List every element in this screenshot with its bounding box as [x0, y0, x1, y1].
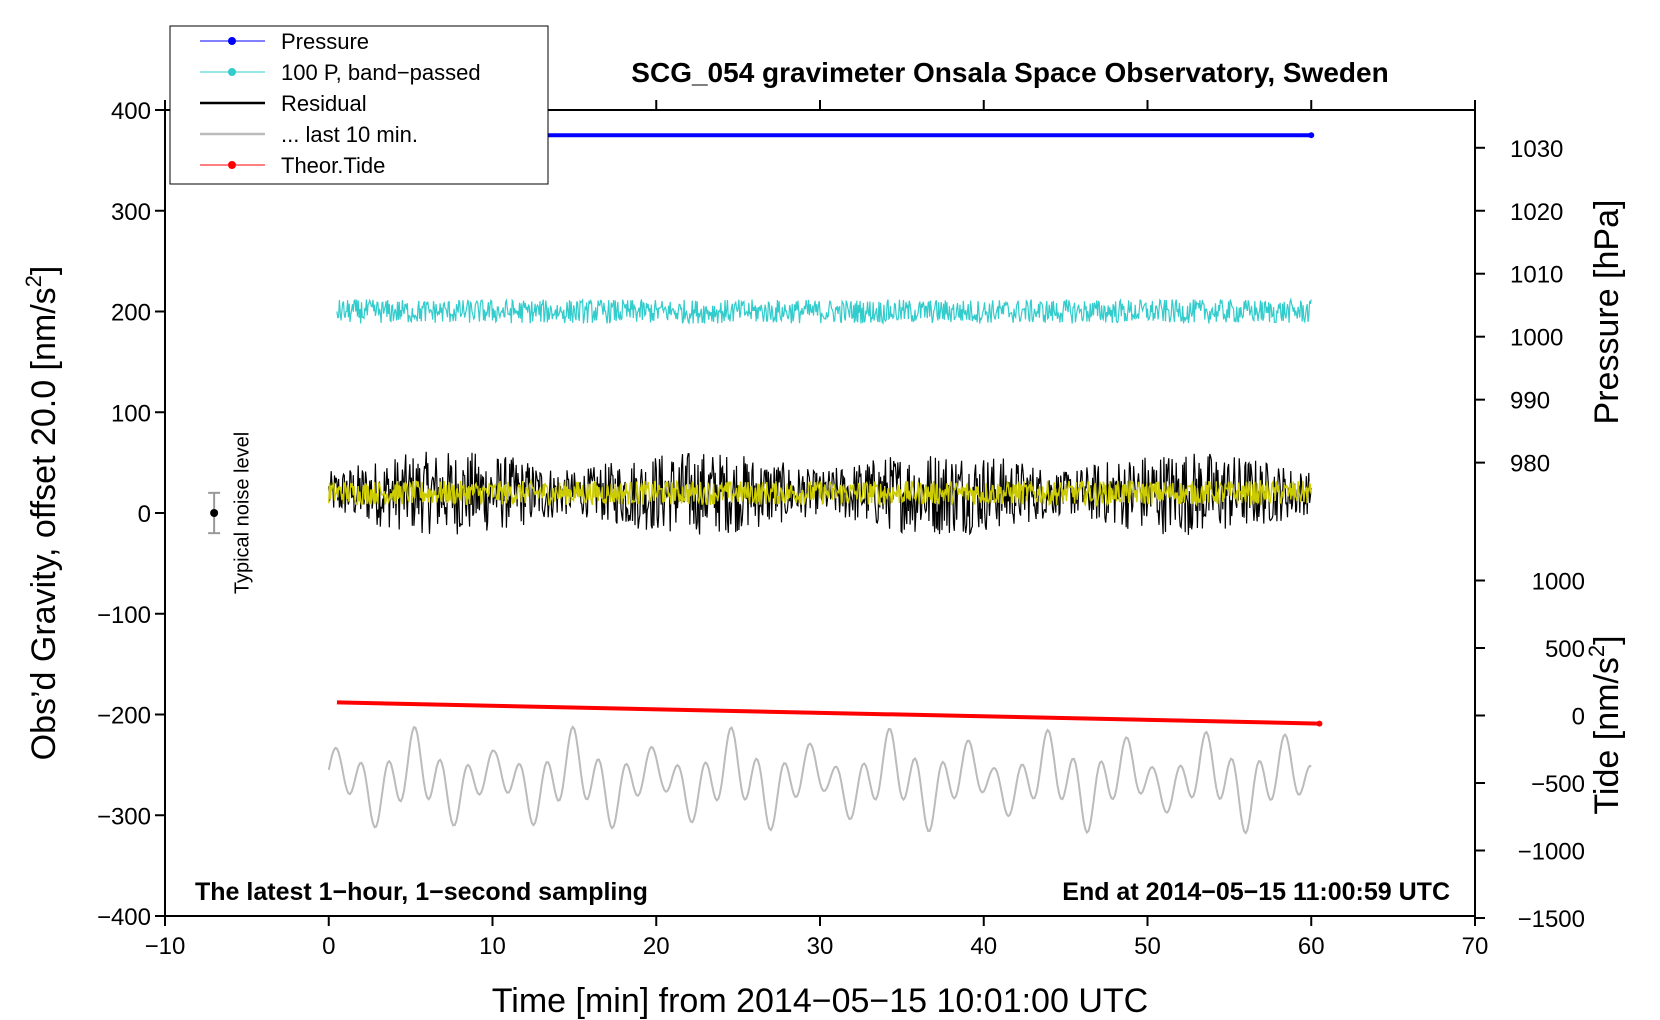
y-tick-label-left: −400	[97, 904, 151, 931]
y-axis-title-tide-main: Tide [nm/s	[1588, 657, 1626, 814]
legend: Pressure 100 P, band−passed Residual ... la…	[169, 25, 549, 185]
annotation-sampling: The latest 1−hour, 1−second sampling	[195, 878, 648, 906]
y-tick-label-left: 200	[111, 300, 151, 327]
y-tick-label-tide: −1500	[1518, 906, 1585, 933]
x-tick-label: −10	[145, 933, 186, 960]
y-tick-label-left: 0	[138, 501, 151, 528]
x-tick-label: 30	[807, 933, 834, 960]
x-tick-label: 40	[970, 933, 997, 960]
chart-title: SCG_054 gravimeter Onsala Space Observat…	[631, 57, 1388, 88]
series-filtered-line	[328, 478, 1312, 508]
plot-series	[327, 132, 1323, 835]
series-last10-line	[327, 725, 1312, 835]
x-tick-label: 0	[322, 933, 335, 960]
legend-label-last10: ... last 10 min.	[281, 122, 418, 147]
y-axis-title-pressure: Pressure [hPa]	[1588, 200, 1626, 425]
y-tick-label-pressure: 1010	[1510, 262, 1563, 289]
y-tick-label-pressure: 1000	[1510, 325, 1563, 352]
noise-level-indicator: Typical noise level	[208, 432, 254, 594]
y-axis-title-tide-end: ]	[1588, 635, 1626, 644]
legend-label-tide: Theor.Tide	[281, 153, 385, 178]
noise-point	[210, 509, 219, 517]
axes: −10 0 10 20 30 40 50 60 704003002001000−100−200−…	[97, 98, 1585, 960]
y-tick-label-left: −200	[97, 703, 151, 730]
x-axis-title: Time [min] from 2014−05−15 10:01:00 UTC	[492, 982, 1148, 1020]
plot-frame	[164, 109, 1476, 917]
y-tick-label-tide: 1000	[1532, 569, 1585, 596]
y-tick-label-tide: 500	[1545, 636, 1585, 663]
y-tick-label-left: −300	[97, 803, 151, 830]
series-tide-end-point	[1316, 720, 1323, 727]
noise-level-label: Typical noise level	[232, 432, 254, 594]
y-tick-label-tide: −500	[1531, 771, 1585, 798]
y-tick-label-pressure: 1020	[1510, 199, 1563, 226]
y-axis-title-left-sup: 2	[21, 275, 46, 287]
legend-marker-bandpassed	[228, 68, 236, 76]
legend-label-residual: Residual	[281, 91, 367, 116]
y-axis-title-tide: Tide [nm/s2]	[1584, 635, 1626, 814]
y-tick-label-left: −100	[97, 602, 151, 629]
x-tick-label: 20	[643, 933, 670, 960]
legend-label-pressure: Pressure	[281, 29, 369, 54]
y-tick-label-pressure: 990	[1510, 388, 1550, 415]
x-tick-label: 60	[1298, 933, 1325, 960]
series-tide-line	[336, 700, 1320, 726]
annotation-end-time: End at 2014−05−15 11:00:59 UTC	[1062, 878, 1450, 906]
x-tick-label: 70	[1462, 933, 1489, 960]
x-tick-label: 10	[479, 933, 506, 960]
y-tick-label-left: 300	[111, 199, 151, 226]
legend-label-bandpassed: 100 P, band−passed	[281, 60, 481, 85]
y-tick-label-pressure: 980	[1510, 451, 1550, 478]
legend-marker-tide	[228, 161, 236, 169]
y-tick-label-tide: −1000	[1518, 839, 1585, 866]
y-tick-label-tide: 0	[1572, 704, 1585, 731]
series-bandpassed-line	[336, 297, 1312, 325]
legend-marker-pressure	[228, 37, 236, 45]
y-tick-label-pressure: 1030	[1510, 136, 1563, 163]
y-axis-title-left: Obs’d Gravity, offset 20.0 [nm/s2]	[21, 266, 63, 761]
y-tick-label-left: 100	[111, 400, 151, 427]
x-tick-label: 50	[1134, 933, 1161, 960]
y-axis-title-tide-sup: 2	[1584, 645, 1609, 657]
legend-box	[169, 25, 549, 185]
y-axis-title-left-end: ]	[25, 266, 63, 275]
series-pressure-end-point	[1308, 132, 1315, 139]
y-tick-label-left: 400	[111, 98, 151, 125]
y-axis-title-left-main: Obs’d Gravity, offset 20.0 [nm/s	[25, 287, 63, 760]
